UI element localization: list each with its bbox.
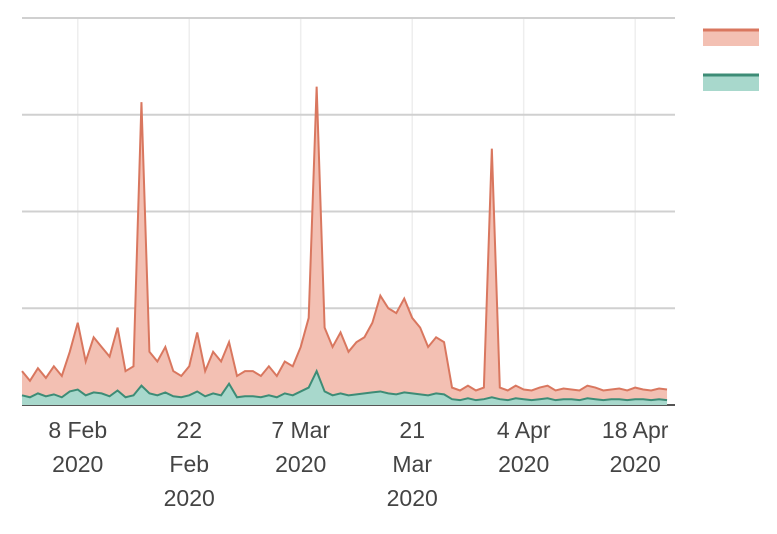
x-tick-label: Feb xyxy=(169,451,209,477)
x-tick-label: 21 xyxy=(399,417,425,443)
x-tick-label: 4 Apr xyxy=(497,417,551,443)
x-tick-label: 2020 xyxy=(52,451,103,477)
area-fill xyxy=(22,86,668,405)
legend-swatch xyxy=(703,75,759,91)
area-line xyxy=(21,86,668,392)
x-tick-label: 8 Feb xyxy=(48,417,107,443)
area-fill xyxy=(22,371,668,405)
area-line xyxy=(21,368,668,402)
x-tick-label: 18 Apr xyxy=(602,417,669,443)
x-tick-label: 2020 xyxy=(610,451,661,477)
x-tick-label: 2020 xyxy=(275,451,326,477)
x-tick-label: 2020 xyxy=(164,485,215,511)
legend-swatch xyxy=(703,30,759,46)
x-tick-label: 22 xyxy=(176,417,202,443)
x-tick-label: Mar xyxy=(392,451,432,477)
x-tick-label: 2020 xyxy=(498,451,549,477)
x-tick-label: 2020 xyxy=(387,485,438,511)
x-tick-label: 7 Mar xyxy=(271,417,330,443)
